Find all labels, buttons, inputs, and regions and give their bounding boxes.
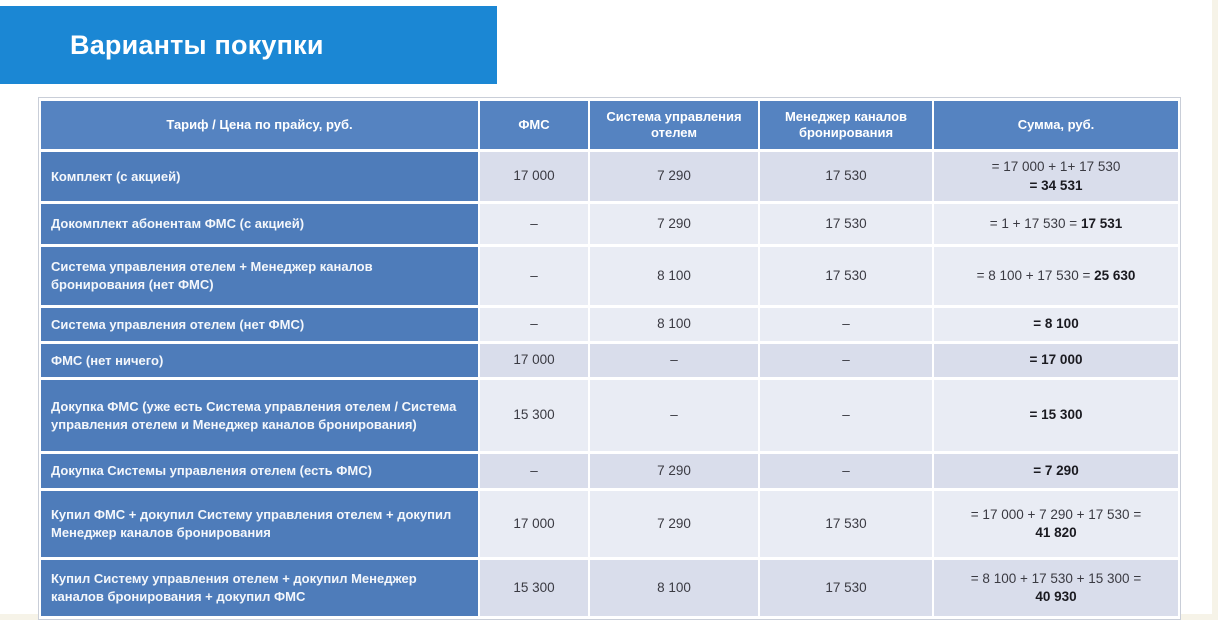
pms-price-cell: 8 100 bbox=[590, 308, 758, 341]
table-row: Купил Систему управления отелем + докупи… bbox=[41, 560, 1178, 616]
tariff-cell: Купил Систему управления отелем + докупи… bbox=[41, 560, 478, 616]
fms-price-cell: 17 000 bbox=[480, 152, 588, 201]
fms-price-cell: 17 000 bbox=[480, 491, 588, 557]
sum-result: = 8 100 bbox=[1033, 316, 1079, 332]
tariff-cell: Комплект (с акцией) bbox=[41, 152, 478, 201]
table-row: Система управления отелем + Менеджер кан… bbox=[41, 247, 1178, 305]
tariff-cell: Докупка Системы управления отелем (есть … bbox=[41, 454, 478, 488]
fms-price-cell: – bbox=[480, 308, 588, 341]
fms-price-cell: – bbox=[480, 204, 588, 244]
fms-price-cell: – bbox=[480, 454, 588, 488]
tariff-cell: Докомплект абонентам ФМС (с акцией) bbox=[41, 204, 478, 244]
sum-result: = 34 531 bbox=[1029, 177, 1083, 193]
sum-result: 17 531 bbox=[1080, 215, 1123, 231]
sum-formula: = 17 000 + 1+ 17 530 bbox=[991, 159, 1121, 175]
sum-cell: = 17 000 bbox=[934, 344, 1178, 377]
tariff-cell: ФМС (нет ничего) bbox=[41, 344, 478, 377]
table-row: ФМС (нет ничего) 17 000 – – = 17 000 bbox=[41, 344, 1178, 377]
sum-result: 40 930 bbox=[1035, 589, 1077, 604]
sum-cell: = 1 + 17 530 = 17 531 bbox=[934, 204, 1178, 244]
fms-price-cell: 15 300 bbox=[480, 560, 588, 616]
sum-cell: = 7 290 bbox=[934, 454, 1178, 488]
sum-result: = 17 000 bbox=[1029, 352, 1083, 368]
pms-price-cell: 8 100 bbox=[590, 560, 758, 616]
page-title: Варианты покупки bbox=[70, 29, 324, 60]
pms-price-cell: – bbox=[590, 344, 758, 377]
table-row: Докупка Системы управления отелем (есть … bbox=[41, 454, 1178, 488]
table-row: Комплект (с акцией) 17 000 7 290 17 530 … bbox=[41, 152, 1178, 201]
sum-cell: = 15 300 bbox=[934, 380, 1178, 451]
pms-price-cell: – bbox=[590, 380, 758, 451]
table-header-row: Тариф / Цена по прайсу, руб. ФМС Система… bbox=[41, 101, 1178, 149]
title-banner: Варианты покупки bbox=[0, 6, 497, 84]
channel-manager-price-cell: – bbox=[760, 308, 932, 341]
sum-result: = 15 300 bbox=[1029, 407, 1083, 423]
column-header-pms: Система управления отелем bbox=[590, 101, 758, 149]
pms-price-cell: 7 290 bbox=[590, 204, 758, 244]
channel-manager-price-cell: 17 530 bbox=[760, 204, 932, 244]
column-header-fms: ФМС bbox=[480, 101, 588, 149]
fms-price-cell: – bbox=[480, 247, 588, 305]
sum-cell: = 8 100 + 17 530 + 15 300 = 40 930 bbox=[934, 560, 1178, 616]
sum-formula: = 8 100 + 17 530 + 15 300 = bbox=[970, 570, 1142, 586]
pms-price-cell: 7 290 bbox=[590, 491, 758, 557]
pms-price-cell: 7 290 bbox=[590, 152, 758, 201]
sum-cell: = 17 000 + 1+ 17 530 = 34 531 bbox=[934, 152, 1178, 201]
pms-price-cell: 7 290 bbox=[590, 454, 758, 488]
fms-price-cell: 17 000 bbox=[480, 344, 588, 377]
column-header-tariff: Тариф / Цена по прайсу, руб. bbox=[41, 101, 478, 149]
channel-manager-price-cell: – bbox=[760, 344, 932, 377]
column-header-sum: Сумма, руб. bbox=[934, 101, 1178, 149]
channel-manager-price-cell: 17 530 bbox=[760, 491, 932, 557]
sum-result: 25 630 bbox=[1094, 267, 1136, 283]
tariff-cell: Система управления отелем (нет ФМС) bbox=[41, 308, 478, 341]
pms-price-cell: 8 100 bbox=[590, 247, 758, 305]
channel-manager-price-cell: 17 530 bbox=[760, 152, 932, 201]
table-row: Докомплект абонентам ФМС (с акцией) – 7 … bbox=[41, 204, 1178, 244]
tariff-cell: Докупка ФМС (уже есть Система управления… bbox=[41, 380, 478, 451]
channel-manager-price-cell: – bbox=[760, 454, 932, 488]
sum-formula: = 1 + 17 530 = bbox=[989, 215, 1081, 231]
column-header-channel-manager: Менеджер каналов бронирования bbox=[760, 101, 932, 149]
sum-formula: = 17 000 + 7 290 + 17 530 = bbox=[970, 506, 1142, 522]
pricing-table: Тариф / Цена по прайсу, руб. ФМС Система… bbox=[39, 98, 1180, 619]
channel-manager-price-cell: – bbox=[760, 380, 932, 451]
fms-price-cell: 15 300 bbox=[480, 380, 588, 451]
sum-cell: = 17 000 + 7 290 + 17 530 = 41 820 bbox=[934, 491, 1178, 557]
table-row: Система управления отелем (нет ФМС) – 8 … bbox=[41, 308, 1178, 341]
sum-result: = 7 290 bbox=[1033, 462, 1079, 478]
sum-cell: = 8 100 + 17 530 = 25 630 bbox=[934, 247, 1178, 305]
tariff-cell: Купил ФМС + докупил Систему управления о… bbox=[41, 491, 478, 557]
pricing-table-container: Тариф / Цена по прайсу, руб. ФМС Система… bbox=[38, 97, 1181, 620]
sum-formula: = 8 100 + 17 530 = bbox=[976, 267, 1095, 283]
channel-manager-price-cell: 17 530 bbox=[760, 560, 932, 616]
channel-manager-price-cell: 17 530 bbox=[760, 247, 932, 305]
table-row: Купил ФМС + докупил Систему управления о… bbox=[41, 491, 1178, 557]
sum-cell: = 8 100 bbox=[934, 308, 1178, 341]
tariff-cell: Система управления отелем + Менеджер кан… bbox=[41, 247, 478, 305]
sum-result: 41 820 bbox=[1035, 525, 1077, 540]
table-row: Докупка ФМС (уже есть Система управления… bbox=[41, 380, 1178, 451]
